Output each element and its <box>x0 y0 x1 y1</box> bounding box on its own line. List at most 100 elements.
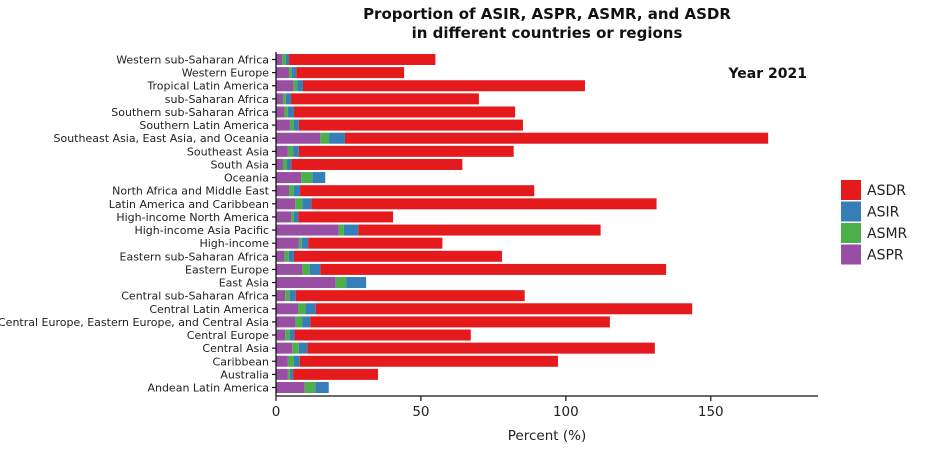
category-label: Central Asia <box>202 342 269 355</box>
bar-segment-asir <box>285 93 292 105</box>
bar-segment-aspr <box>276 290 286 302</box>
bar-segment-asir <box>287 158 292 170</box>
bar-segment-asmr <box>335 277 347 289</box>
bar-segment-asir <box>302 316 311 328</box>
category-label: Central Latin America <box>149 303 269 316</box>
bar-segment-aspr <box>276 237 299 249</box>
bar-segment-asdr <box>293 368 379 380</box>
bar-segment-asmr <box>289 185 294 197</box>
bar-segment-asdr <box>307 342 655 354</box>
legend-swatch-asdr <box>841 180 861 200</box>
chart-title: Proportion of ASIR, ASPR, ASMR, and ASDR <box>363 5 731 23</box>
bar-segment-asir <box>302 198 312 210</box>
category-label: High-income North America <box>116 211 269 224</box>
bar-segment-aspr <box>276 263 303 275</box>
bar-segment-asdr <box>315 303 693 315</box>
bar-segment-asir <box>297 80 303 92</box>
bar-segment-asir <box>315 382 329 393</box>
bar-segment-asdr <box>294 329 471 341</box>
year-annotation: Year 2021 <box>727 66 807 82</box>
category-label: Southern Latin America <box>139 119 269 132</box>
category-label: Andean Latin America <box>147 382 269 395</box>
bar-segment-asdr <box>310 316 610 328</box>
bar-segment-asdr <box>300 185 535 197</box>
category-label: Central Europe, Eastern Europe, and Cent… <box>0 316 269 329</box>
bar-segment-asmr <box>338 224 344 236</box>
bar-segment-aspr <box>276 198 296 210</box>
bar-segment-asmr <box>289 67 292 79</box>
bar-segment-asir <box>346 277 367 289</box>
bar-segment-asir <box>329 132 345 144</box>
bar-segment-asdr <box>298 145 514 157</box>
x-tick-label: 50 <box>412 404 429 420</box>
bar-segment-asmr <box>284 250 289 262</box>
bar-segment-asdr <box>308 237 443 249</box>
bar-segment-asdr <box>344 132 769 144</box>
bar-segment-asir <box>293 145 299 157</box>
x-tick-label: 150 <box>698 404 724 420</box>
legend-swatch-asmr <box>841 223 861 243</box>
bar-segment-asir <box>309 263 321 275</box>
bar-segment-asmr <box>289 119 294 131</box>
bar-segment-asdr <box>298 119 523 131</box>
chart-subtitle: in different countries or regions <box>412 24 683 42</box>
bar-segment-aspr <box>276 54 283 65</box>
bar-segment-asir <box>293 211 299 223</box>
bar-segment-aspr <box>276 342 293 354</box>
category-label: Eastern sub-Saharan Africa <box>120 250 270 263</box>
bar-segment-aspr <box>276 67 290 79</box>
bar-segment-asdr <box>299 355 559 367</box>
bar-segment-aspr <box>276 106 285 118</box>
bar-segment-asmr <box>284 106 288 118</box>
bar-segment-aspr <box>276 211 292 223</box>
x-tick-label: 0 <box>272 404 281 420</box>
bar-segment-asmr <box>287 355 294 367</box>
legend-swatch-aspr <box>841 244 861 265</box>
bar-segment-asir <box>305 303 316 315</box>
bar-segment-asmr <box>304 382 316 393</box>
bar-segment-asmr <box>295 198 303 210</box>
category-label: Caribbean <box>213 355 269 368</box>
bar-segment-aspr <box>276 185 290 197</box>
bar-segment-asdr <box>291 158 463 170</box>
bar-segment-asir <box>289 290 296 302</box>
bar-segment-aspr <box>276 158 283 170</box>
bars-group <box>276 54 769 393</box>
category-label: sub-Saharan Africa <box>165 93 269 106</box>
bar-segment-asdr <box>289 54 436 65</box>
bar-segment-asir <box>298 342 308 354</box>
bar-segment-asmr <box>295 316 303 328</box>
category-label: East Asia <box>219 277 269 290</box>
bar-segment-asmr <box>298 237 302 249</box>
x-tick-label: 100 <box>553 404 579 420</box>
bar-segment-aspr <box>276 172 302 184</box>
bar-segment-asmr <box>298 303 306 315</box>
bar-segment-aspr <box>276 132 321 144</box>
bar-segment-asmr <box>285 329 290 341</box>
category-label: Australia <box>220 368 269 381</box>
bar-segment-asdr <box>291 93 479 105</box>
legend-swatch-asir <box>841 201 861 222</box>
category-label: South Asia <box>210 158 269 171</box>
bar-segment-asmr <box>320 132 330 144</box>
legend-label-aspr: ASPR <box>867 248 904 264</box>
category-label: North Africa and Middle East <box>112 185 270 198</box>
bar-segment-asmr <box>292 342 299 354</box>
category-label: Eastern Europe <box>185 263 269 276</box>
bar-segment-aspr <box>276 303 299 315</box>
bar-segment-aspr <box>276 277 336 289</box>
legend-label-asir: ASIR <box>867 205 900 221</box>
category-label: Southeast Asia <box>187 145 269 158</box>
bar-segment-asdr <box>298 211 394 223</box>
category-label: Central Europe <box>187 329 269 342</box>
category-label: High-income Asia Pacific <box>134 224 269 237</box>
bar-segment-asdr <box>311 198 657 210</box>
bar-segment-aspr <box>276 382 305 393</box>
category-label: Oceania <box>224 172 269 185</box>
bar-segment-asdr <box>295 290 525 302</box>
bar-segment-aspr <box>276 145 288 157</box>
bar-segment-asdr <box>296 67 405 79</box>
category-label: Tropical Latin America <box>146 80 269 93</box>
legend-label-asdr: ASDR <box>867 183 906 199</box>
